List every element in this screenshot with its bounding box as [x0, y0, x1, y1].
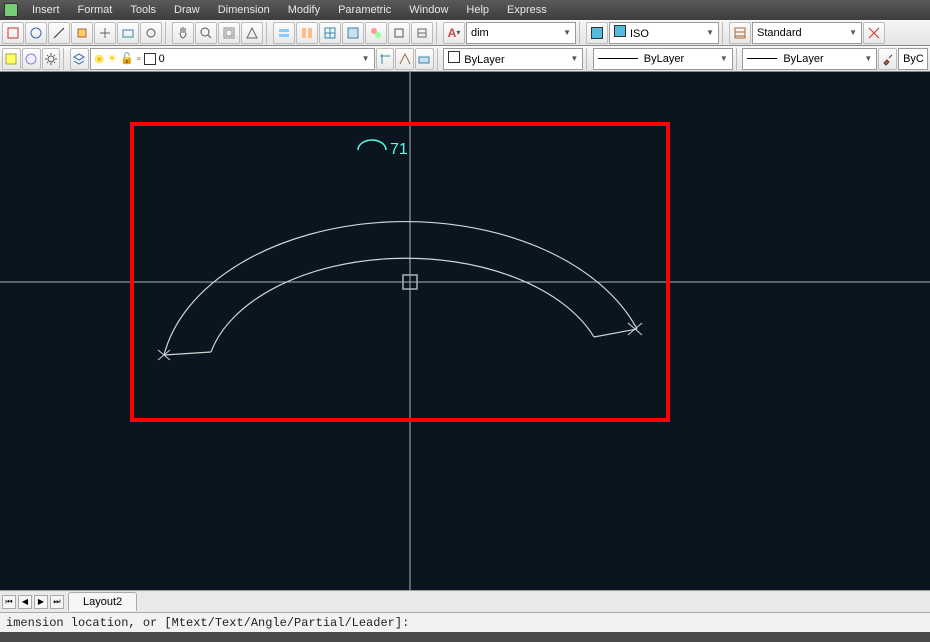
tb-btn-1[interactable] [2, 22, 24, 44]
tb-sep-5 [722, 22, 726, 44]
lineweight-preview-icon [747, 58, 777, 59]
tb-btn-14[interactable] [319, 22, 341, 44]
menu-bar: Insert Format Tools Draw Dimension Modif… [0, 0, 930, 20]
command-text: imension location, or [Mtext/Text/Angle/… [6, 616, 409, 630]
tb-btn-3[interactable] [48, 22, 70, 44]
table-style-icon[interactable] [729, 22, 751, 44]
standard-dropdown[interactable]: Standard ▼ [752, 22, 862, 44]
tab-nav-next-icon[interactable]: ▶ [34, 595, 48, 609]
toolbar-row-2: ◉ ☀ 🔓 ▫ 0 ▼ ByLayer ▼ ByLayer ▼ ByLayer … [0, 46, 930, 72]
layer-color-swatch [144, 53, 156, 65]
layer-dropdown[interactable]: ◉ ☀ 🔓 ▫ 0 ▼ [90, 48, 375, 70]
iso-icon[interactable] [586, 22, 608, 44]
tb-sep-1 [165, 22, 169, 44]
layout-tab-strip: ⏮ ◀ ▶ ⏭ Layout2 [0, 590, 930, 612]
menu-insert[interactable]: Insert [24, 2, 68, 18]
linetype-preview-icon [598, 58, 638, 59]
lightbulb-icon: ◉ [95, 52, 105, 65]
tb-btn-6[interactable] [117, 22, 139, 44]
chevron-down-icon: ▼ [563, 28, 571, 37]
menu-parametric[interactable]: Parametric [330, 2, 399, 18]
menu-dimension[interactable]: Dimension [210, 2, 278, 18]
dim-style-dropdown[interactable]: dim ▼ [466, 22, 576, 44]
tb-btn-18[interactable] [411, 22, 433, 44]
sun-icon: ☀ [107, 52, 117, 65]
color-dropdown[interactable]: ByLayer ▼ [443, 48, 583, 70]
tb-btn-15[interactable] [342, 22, 364, 44]
tab-nav-last-icon[interactable]: ⏭ [50, 595, 64, 609]
tb-sep-4 [579, 22, 583, 44]
pan-icon[interactable] [172, 22, 194, 44]
tb-btn-5[interactable] [94, 22, 116, 44]
menu-format[interactable]: Format [70, 2, 121, 18]
plotstyle-value: ByC [903, 53, 924, 65]
brush-icon[interactable] [878, 48, 897, 70]
tb2-btn-2[interactable] [22, 48, 41, 70]
iso-dropdown[interactable]: ISO ▼ [609, 22, 719, 44]
dim-style-value: dim [471, 27, 489, 39]
tb2-sep-1 [63, 48, 67, 70]
menu-tools[interactable]: Tools [122, 2, 164, 18]
chevron-down-icon: ▼ [706, 28, 714, 37]
iso-value: ISO [630, 28, 649, 40]
menu-modify[interactable]: Modify [280, 2, 328, 18]
tb2-sep-4 [736, 48, 740, 70]
layout-tab[interactable]: Layout2 [68, 592, 137, 611]
menu-draw[interactable]: Draw [166, 2, 208, 18]
tb-btn-4[interactable] [71, 22, 93, 44]
standard-value: Standard [757, 27, 802, 39]
menu-help[interactable]: Help [458, 2, 497, 18]
menu-express[interactable]: Express [499, 2, 555, 18]
chevron-down-icon: ▼ [570, 54, 578, 63]
tb-sep-2 [266, 22, 270, 44]
tb-btn-2[interactable] [25, 22, 47, 44]
plotstyle-dropdown[interactable]: ByC [898, 48, 928, 70]
drawing-canvas[interactable]: 71 ⏮ ◀ ▶ ⏭ Layout2 [0, 72, 930, 612]
tb-btn-13[interactable] [296, 22, 318, 44]
command-line[interactable]: imension location, or [Mtext/Text/Angle/… [0, 612, 930, 632]
tb-sep-3 [436, 22, 440, 44]
tab-nav-prev-icon[interactable]: ◀ [18, 595, 32, 609]
color-value: ByLayer [464, 54, 504, 66]
iso-swatch-icon [614, 25, 626, 37]
menu-window[interactable]: Window [401, 2, 456, 18]
tb2-btn-1[interactable] [2, 48, 21, 70]
plot-icon: ▫ [137, 53, 141, 65]
lineweight-value: ByLayer [783, 53, 823, 65]
lock-icon: 🔓 [120, 52, 134, 65]
zoom-icon[interactable] [195, 22, 217, 44]
tb-btn-end1[interactable] [863, 22, 885, 44]
tab-nav-arrows[interactable]: ⏮ ◀ ▶ ⏭ [2, 595, 64, 609]
linetype-value: ByLayer [644, 53, 684, 65]
chevron-down-icon: ▼ [720, 54, 728, 63]
chevron-down-icon: ▼ [864, 54, 872, 63]
tb-btn-11[interactable] [241, 22, 263, 44]
chevron-down-icon: ▼ [849, 28, 857, 37]
tb-btn-7[interactable] [140, 22, 162, 44]
layer-props-icon[interactable] [70, 48, 89, 70]
chevron-down-icon: ▼ [362, 54, 370, 63]
tb2-btn-6[interactable] [395, 48, 414, 70]
tb2-btn-7[interactable] [415, 48, 434, 70]
color-swatch-icon [448, 51, 460, 63]
tb2-btn-5[interactable] [376, 48, 395, 70]
tb-btn-17[interactable] [388, 22, 410, 44]
text-style-icon[interactable]: A▾ [443, 22, 465, 44]
app-menu-icon[interactable] [4, 3, 18, 17]
gear-icon[interactable] [42, 48, 61, 70]
tb2-sep-3 [586, 48, 590, 70]
tb-btn-10[interactable] [218, 22, 240, 44]
lineweight-dropdown[interactable]: ByLayer ▼ [742, 48, 877, 70]
layer-name: 0 [159, 53, 165, 65]
linetype-dropdown[interactable]: ByLayer ▼ [593, 48, 733, 70]
tb-btn-16[interactable] [365, 22, 387, 44]
toolbar-row-1: A▾ dim ▼ ISO ▼ Standard ▼ [0, 20, 930, 46]
annotation-highlight-box [130, 122, 670, 422]
tb2-sep-2 [437, 48, 441, 70]
tab-nav-first-icon[interactable]: ⏮ [2, 595, 16, 609]
tb-btn-12[interactable] [273, 22, 295, 44]
